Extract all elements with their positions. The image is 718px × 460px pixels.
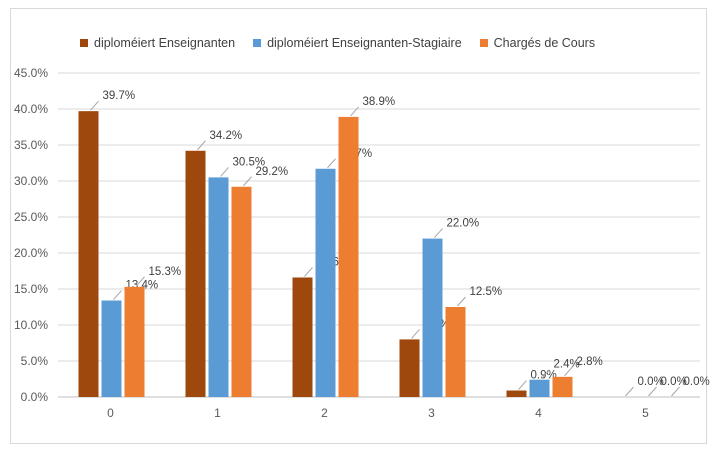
y-tick-label: 25.0%	[14, 210, 48, 224]
bar-series-1-cat-4	[529, 379, 550, 397]
leader-line	[304, 267, 313, 277]
data-label: 12.5%	[470, 286, 503, 298]
data-label: 38.9%	[363, 96, 396, 108]
bar-series-0-cat-3	[399, 339, 420, 397]
legend-label-series-0: diploméiert Enseignanten	[94, 36, 236, 50]
leader-line	[90, 100, 99, 111]
legend-label-series-2: Chargés de Cours	[493, 36, 596, 50]
data-label: 15.3%	[149, 266, 182, 278]
bar-series-1-cat-3	[422, 238, 443, 397]
leader-line	[411, 329, 420, 339]
y-tick-label: 10.0%	[14, 318, 48, 332]
y-tick-label: 35.0%	[14, 138, 48, 152]
data-label: 0.0%	[661, 376, 687, 388]
bar-series-1-cat-2	[315, 168, 336, 397]
leader-line	[113, 290, 122, 300]
data-label: 39.7%	[103, 90, 136, 102]
y-tick-label: 40.0%	[14, 102, 48, 116]
leader-line	[457, 296, 466, 307]
bar-series-0-cat-4	[506, 390, 527, 397]
leader-line	[518, 380, 527, 390]
data-label: 0.0%	[684, 376, 710, 388]
legend-swatch-series-2	[479, 39, 488, 47]
x-tick-label: 4	[535, 406, 542, 420]
leader-line	[243, 176, 252, 187]
chart-legend: diploméiert Enseignanten diploméiert Ens…	[80, 36, 595, 50]
legend-item-series-1: diploméiert Enseignanten-Stagiaire	[253, 36, 462, 50]
leader-line	[136, 276, 145, 287]
bar-series-0-cat-2	[292, 277, 313, 397]
legend-label-series-1: diploméiert Enseignanten-Stagiaire	[267, 36, 462, 50]
leader-line	[625, 386, 634, 397]
leader-line	[350, 106, 359, 117]
data-label: 29.2%	[256, 166, 289, 178]
legend-swatch-series-0	[80, 39, 88, 47]
legend-item-series-0: diploméiert Enseignanten	[80, 36, 235, 50]
bar-series-0-cat-1	[185, 150, 206, 397]
leader-line	[434, 228, 443, 238]
leader-line	[327, 158, 336, 169]
legend-swatch-series-1	[253, 39, 262, 47]
x-tick-label: 3	[428, 406, 435, 420]
x-tick-label: 2	[321, 406, 328, 420]
bar-series-2-cat-1	[231, 186, 252, 397]
bar-series-2-cat-4	[552, 376, 573, 397]
leader-line	[564, 366, 573, 377]
y-tick-label: 0.0%	[21, 390, 49, 404]
data-label: 2.8%	[577, 356, 603, 368]
y-tick-label: 20.0%	[14, 246, 48, 260]
x-tick-label: 5	[642, 406, 649, 420]
y-tick-label: 45.0%	[14, 66, 48, 80]
bar-series-0-cat-0	[78, 111, 99, 397]
data-label: 34.2%	[210, 130, 243, 142]
x-tick-label: 0	[107, 406, 114, 420]
bar-series-2-cat-3	[445, 307, 466, 397]
data-label: 0.0%	[638, 376, 664, 388]
bar-series-2-cat-0	[124, 286, 145, 397]
legend-item-series-2: Chargés de Cours	[479, 36, 596, 50]
leader-line	[197, 140, 206, 151]
bar-series-2-cat-2	[338, 116, 359, 398]
bar-series-1-cat-0	[101, 300, 122, 397]
y-tick-label: 15.0%	[14, 282, 48, 296]
data-label: 30.5%	[233, 156, 266, 168]
leader-line	[671, 386, 680, 397]
data-label: 0.9%	[531, 370, 557, 382]
x-tick-label: 1	[214, 406, 221, 420]
y-tick-label: 30.0%	[14, 174, 48, 188]
leader-line	[541, 369, 550, 380]
leader-line	[648, 386, 657, 397]
y-tick-label: 5.0%	[21, 354, 49, 368]
data-label: 22.0%	[447, 218, 480, 230]
data-label: 2.4%	[554, 359, 580, 371]
bar-series-1-cat-1	[208, 177, 229, 397]
leader-line	[220, 167, 229, 177]
